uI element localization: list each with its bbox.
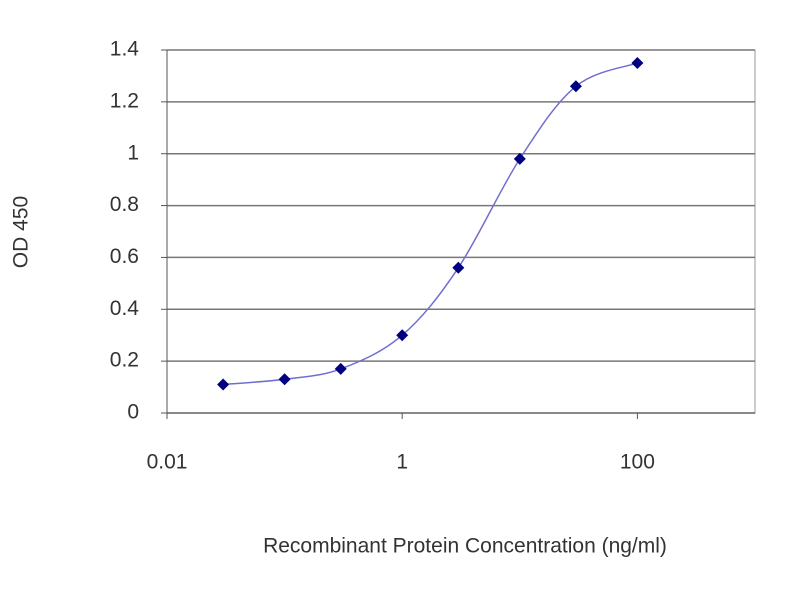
x-axis-title: Recombinant Protein Concentration (ng/ml… xyxy=(263,535,667,558)
y-tick-label: 0.4 xyxy=(110,297,140,320)
data-point xyxy=(334,362,347,375)
y-axis-title: OD 450 xyxy=(10,196,33,268)
data-point xyxy=(569,80,582,93)
y-tick-label: 1.2 xyxy=(110,89,139,112)
y-tick-label: 0 xyxy=(127,401,139,424)
y-tick-label: 1 xyxy=(127,141,139,164)
y-tick-label: 0.8 xyxy=(110,193,139,216)
plot-area xyxy=(166,49,756,414)
x-tick-label: 100 xyxy=(620,451,655,474)
data-point xyxy=(513,152,526,165)
y-tick-label: 0.2 xyxy=(110,349,139,372)
data-point xyxy=(452,261,465,274)
data-point xyxy=(396,329,409,342)
y-tick-label: 0.6 xyxy=(110,245,139,268)
data-point xyxy=(217,378,230,391)
x-tick-label: 1 xyxy=(396,451,408,474)
data-point xyxy=(631,56,644,69)
data-point xyxy=(278,373,291,386)
y-tick-label: 1.4 xyxy=(110,38,140,61)
x-tick-label: 0.01 xyxy=(147,451,188,474)
curve xyxy=(223,62,638,386)
